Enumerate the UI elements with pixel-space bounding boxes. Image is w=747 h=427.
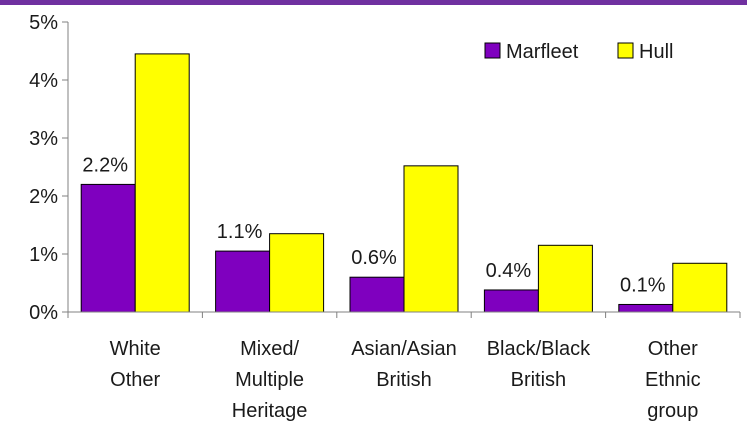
- category-label: Mixed/Multiple Heritage: [232, 338, 308, 422]
- legend-swatch-marfleet: [484, 42, 501, 59]
- top-accent-bar: [0, 0, 747, 5]
- data-label-marfleet: 0.1%: [620, 274, 666, 296]
- bar-hull: [269, 233, 325, 313]
- y-tick-label: 3%: [29, 128, 58, 150]
- bar-hull: [403, 165, 459, 313]
- legend-label-marfleet: Marfleet: [506, 41, 579, 63]
- legend: Marfleet Hull: [484, 41, 673, 63]
- bars: [80, 53, 728, 313]
- category-label: Black/Black British: [487, 338, 591, 391]
- bar-marfleet: [349, 276, 405, 313]
- bar-marfleet: [80, 183, 136, 313]
- category-label: Other Ethnic group: [645, 338, 701, 422]
- y-tick-label: 0%: [29, 302, 58, 324]
- legend-swatch-hull: [617, 42, 634, 59]
- data-label-marfleet: 0.4%: [486, 260, 532, 282]
- bar-hull: [672, 262, 728, 313]
- y-axis: 0% 1% 2% 3% 4% 5%: [29, 12, 69, 324]
- bar-marfleet: [215, 250, 271, 313]
- data-label-marfleet: 2.2%: [82, 154, 128, 176]
- y-tick-label: 1%: [29, 244, 58, 266]
- bar-marfleet: [483, 289, 539, 313]
- category-label: White Other: [110, 338, 161, 391]
- data-label-marfleet: 0.6%: [351, 247, 397, 269]
- data-labels: 2.2% 1.1% 0.6% 0.4% 0.1%: [82, 154, 665, 296]
- x-axis: White Other Mixed/Multiple Heritage Asian/As…: [67, 311, 741, 422]
- y-tick-label: 5%: [29, 12, 58, 34]
- bar-hull: [134, 53, 190, 313]
- y-tick-label: 2%: [29, 186, 58, 208]
- legend-label-hull: Hull: [639, 41, 673, 63]
- bar-hull: [537, 244, 593, 313]
- category-label: Asian/Asian British: [351, 338, 457, 391]
- data-label-marfleet: 1.1%: [217, 221, 263, 243]
- y-tick-label: 4%: [29, 70, 58, 92]
- bar-marfleet: [618, 303, 674, 313]
